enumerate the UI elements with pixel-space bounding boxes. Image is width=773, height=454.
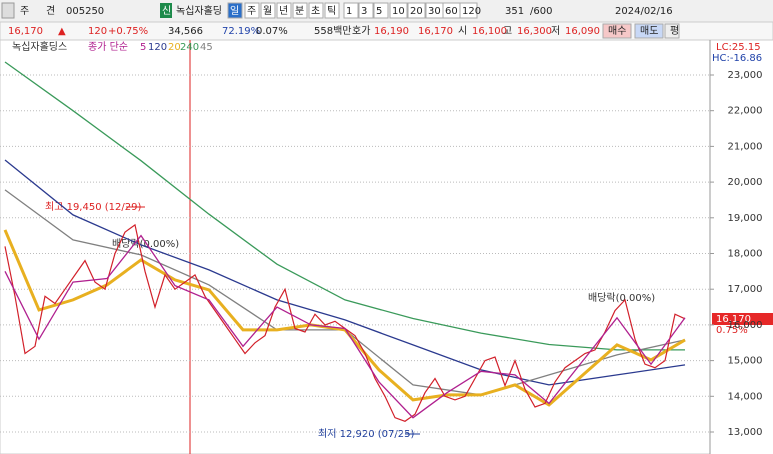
toolbar-text: 주 (20, 6, 29, 17)
y-tick-label: 23,000 (728, 70, 763, 81)
legend-entry: 240 (180, 42, 199, 53)
y-tick-label: 14,000 (728, 391, 763, 402)
toolbar-text: 2024/02/16 (615, 6, 673, 17)
toolbar-button-label[interactable]: 년 (279, 5, 288, 17)
high-note: 최고 19,450 (12/29) (45, 201, 141, 213)
toolbar-button-label[interactable]: 일 (230, 5, 239, 17)
y-tick-label: 20,000 (728, 177, 763, 188)
info-text: 저 (551, 25, 560, 37)
toolbar-text: /600 (530, 6, 552, 17)
toolbar-button-label[interactable]: 30 (428, 6, 441, 17)
legend-entry: 5 (140, 42, 146, 53)
toolbar-button-label[interactable]: 초 (311, 5, 320, 17)
info-text: 34,566 (168, 26, 203, 37)
toolbar-button[interactable] (459, 2, 478, 19)
toolbar-button[interactable] (407, 2, 426, 19)
toolbar-button-label[interactable]: 분 (295, 5, 304, 17)
order-button[interactable] (634, 23, 664, 39)
toolbar-button[interactable] (358, 2, 374, 19)
info-text: 16,170 (8, 26, 43, 37)
y-tick-label: 15,000 (728, 356, 763, 367)
toolbar-button-label[interactable]: 1 (346, 6, 352, 17)
info-text: +0.75% (108, 26, 148, 37)
info-text: 16,300 (517, 26, 552, 37)
legend-entry: 45 (200, 42, 213, 53)
low-note: 최저 12,920 (07/25) (318, 428, 414, 440)
order-button-label[interactable]: 매수 (608, 25, 626, 37)
y-tick-label: 16,000 (728, 320, 763, 331)
toolbar-button[interactable] (324, 2, 340, 19)
toolbar-button[interactable] (343, 2, 359, 19)
ma-line (4, 234, 686, 419)
toolbar-button-label[interactable]: 120 (462, 6, 481, 17)
y-tick-label: 21,000 (728, 141, 763, 152)
dividend-note: 배당락(0.00%) (588, 292, 655, 304)
y-tick-label: 17,000 (728, 284, 763, 295)
legend-entry: 120 (148, 42, 167, 53)
y-tick-label: 18,000 (728, 248, 763, 259)
toolbar-button-label[interactable]: 틱 (327, 5, 336, 17)
info-text: 558백만 (314, 25, 352, 37)
toolbar-text: 견 (46, 5, 55, 17)
legend-entry: 20 (168, 42, 181, 53)
y-tick-label: 13,000 (728, 427, 763, 438)
legend-ma-label: 종가 단순 (88, 41, 128, 53)
toolbar-button-label[interactable]: 3 (361, 6, 367, 17)
toolbar-button-label[interactable]: 20 (410, 6, 423, 17)
info-text: 16,100 (472, 26, 507, 37)
toolbar-button[interactable] (308, 2, 324, 19)
y-tick-label: 19,000 (728, 213, 763, 224)
toolbar-button-label[interactable]: 월 (263, 5, 272, 17)
info-text: 72.19% (222, 26, 260, 37)
ma-line (4, 159, 686, 386)
y-tick-label: 22,000 (728, 106, 763, 117)
info-text: ▲ (58, 26, 66, 37)
toolbar-button-label[interactable]: 10 (392, 6, 405, 17)
last-change: 0.75% (716, 325, 748, 336)
lc-label: LC:25.15 (716, 42, 761, 53)
toolbar-button[interactable] (227, 2, 243, 19)
order-button[interactable] (664, 23, 680, 39)
info-text: 시 (458, 25, 467, 37)
toolbar-text: 351 (505, 6, 524, 17)
toolbar-button[interactable] (260, 2, 276, 19)
hc-label: HC:-16.86 (712, 53, 762, 64)
ma-line (3, 229, 686, 407)
last-price: 16,170 (716, 314, 751, 325)
toolbar-button[interactable] (292, 2, 308, 19)
info-text: 고 (503, 26, 512, 37)
ma-line (4, 61, 685, 351)
toolbar-button[interactable] (373, 2, 389, 19)
toolbar-button-label[interactable]: 주 (247, 6, 256, 17)
info-text: 16,190 (374, 26, 409, 37)
toolbar-button[interactable] (389, 2, 408, 19)
toolbar-button[interactable] (276, 2, 292, 19)
menu-icon[interactable] (1, 2, 15, 19)
toolbar-text: 신 (162, 5, 171, 17)
legend-title: 녹십자홀딩스 (12, 40, 67, 53)
dividend-note: 배당락(0.00%) (112, 238, 179, 250)
toolbar-button-label[interactable]: 60 (445, 6, 458, 17)
order-button-label[interactable]: 매도 (640, 25, 658, 37)
info-text: 16,090 (565, 26, 600, 37)
toolbar-text: 005250 (66, 6, 104, 17)
last-price-box (712, 313, 773, 325)
toolbar-text: 녹십자홀딩 (176, 4, 222, 17)
info-text: 120 (88, 26, 107, 37)
order-button-label[interactable]: 평 (670, 25, 679, 37)
toolbar-button[interactable] (244, 2, 260, 19)
info-text: 0.07% (256, 26, 288, 37)
info-text: 16,170 (418, 26, 453, 37)
badge (160, 3, 172, 18)
info-text: 호가 (352, 25, 370, 37)
order-button[interactable] (602, 23, 632, 39)
toolbar-button-label[interactable]: 5 (376, 6, 382, 17)
